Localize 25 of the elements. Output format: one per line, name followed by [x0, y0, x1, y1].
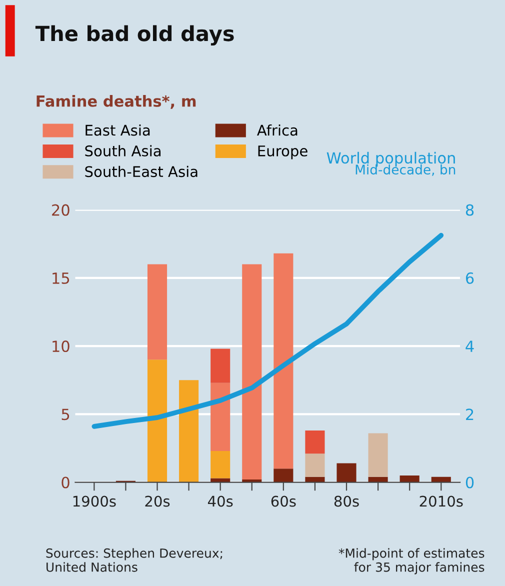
y2-tick-label: 4: [466, 340, 474, 352]
y2-tick-label: 0: [466, 476, 474, 488]
legend-label: South Asia: [85, 145, 161, 156]
y-tick-label: 5: [62, 408, 70, 420]
legend-label: Europe: [258, 146, 308, 160]
x-tick-label: 20s: [145, 496, 170, 507]
x-tick-label: 40s: [208, 496, 233, 507]
x-tick-label: 80s: [334, 496, 359, 507]
y-tick-label: 0: [62, 476, 70, 488]
text: *Mid-point of estimates for 35 major famines: [338, 548, 484, 574]
y2-tick-label: 2: [466, 408, 474, 420]
y2-tick-label: 6: [466, 272, 474, 284]
y-tick-label: 15: [52, 272, 70, 284]
y-tick-label: 20: [52, 204, 70, 216]
source-note: Sources: Stephen Devereux; United Nations: [46, 548, 222, 572]
x-tick-label: 2010s: [420, 496, 463, 507]
x-tick-label: 1900s: [73, 496, 116, 507]
chart-title: The bad old days: [35, 25, 234, 46]
legend-label: Africa: [257, 124, 298, 136]
text: Famine deaths*, m: [36, 95, 196, 109]
y-tick-label: 10: [52, 340, 70, 352]
y2-tick-label: 8: [466, 204, 474, 216]
legend-label: East Asia: [86, 124, 150, 136]
x-tick-label: 60s: [271, 496, 296, 507]
legend-label: South-East Asia: [85, 166, 198, 178]
